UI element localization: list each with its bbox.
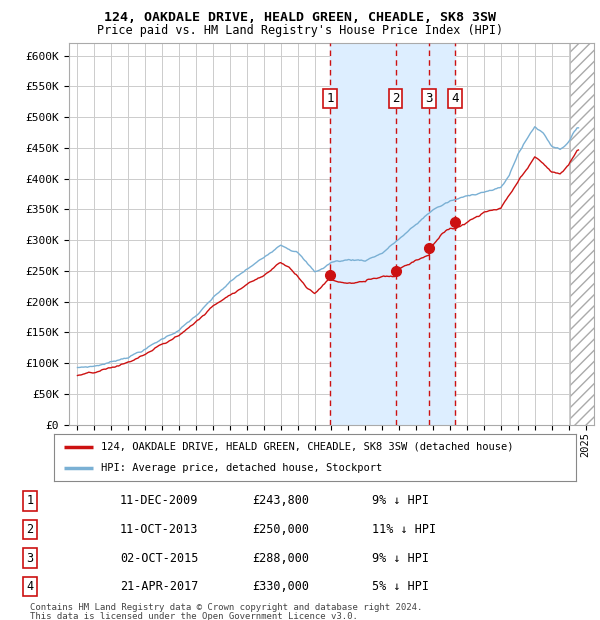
Text: 5% ↓ HPI: 5% ↓ HPI bbox=[372, 580, 429, 593]
Text: Price paid vs. HM Land Registry's House Price Index (HPI): Price paid vs. HM Land Registry's House … bbox=[97, 24, 503, 37]
Text: 11-DEC-2009: 11-DEC-2009 bbox=[120, 495, 199, 507]
Text: 4: 4 bbox=[26, 580, 34, 593]
Text: 9% ↓ HPI: 9% ↓ HPI bbox=[372, 552, 429, 564]
Text: HPI: Average price, detached house, Stockport: HPI: Average price, detached house, Stoc… bbox=[101, 463, 382, 473]
Text: 11-OCT-2013: 11-OCT-2013 bbox=[120, 523, 199, 536]
Text: 1: 1 bbox=[326, 92, 334, 105]
Text: £250,000: £250,000 bbox=[252, 523, 309, 536]
Text: 21-APR-2017: 21-APR-2017 bbox=[120, 580, 199, 593]
Text: 1: 1 bbox=[26, 495, 34, 507]
Text: 11% ↓ HPI: 11% ↓ HPI bbox=[372, 523, 436, 536]
Text: 2: 2 bbox=[26, 523, 34, 536]
Text: Contains HM Land Registry data © Crown copyright and database right 2024.: Contains HM Land Registry data © Crown c… bbox=[30, 603, 422, 612]
Text: 124, OAKDALE DRIVE, HEALD GREEN, CHEADLE, SK8 3SW (detached house): 124, OAKDALE DRIVE, HEALD GREEN, CHEADLE… bbox=[101, 441, 514, 451]
Text: £243,800: £243,800 bbox=[252, 495, 309, 507]
Text: 9% ↓ HPI: 9% ↓ HPI bbox=[372, 495, 429, 507]
Text: 2: 2 bbox=[392, 92, 399, 105]
Text: 3: 3 bbox=[26, 552, 34, 564]
Text: £330,000: £330,000 bbox=[252, 580, 309, 593]
Bar bbox=[330, 43, 455, 425]
Text: 4: 4 bbox=[451, 92, 459, 105]
Text: 124, OAKDALE DRIVE, HEALD GREEN, CHEADLE, SK8 3SW: 124, OAKDALE DRIVE, HEALD GREEN, CHEADLE… bbox=[104, 11, 496, 24]
Text: 02-OCT-2015: 02-OCT-2015 bbox=[120, 552, 199, 564]
Text: This data is licensed under the Open Government Licence v3.0.: This data is licensed under the Open Gov… bbox=[30, 612, 358, 620]
Text: 3: 3 bbox=[425, 92, 433, 105]
Bar bbox=[570, 43, 594, 425]
Text: £288,000: £288,000 bbox=[252, 552, 309, 564]
